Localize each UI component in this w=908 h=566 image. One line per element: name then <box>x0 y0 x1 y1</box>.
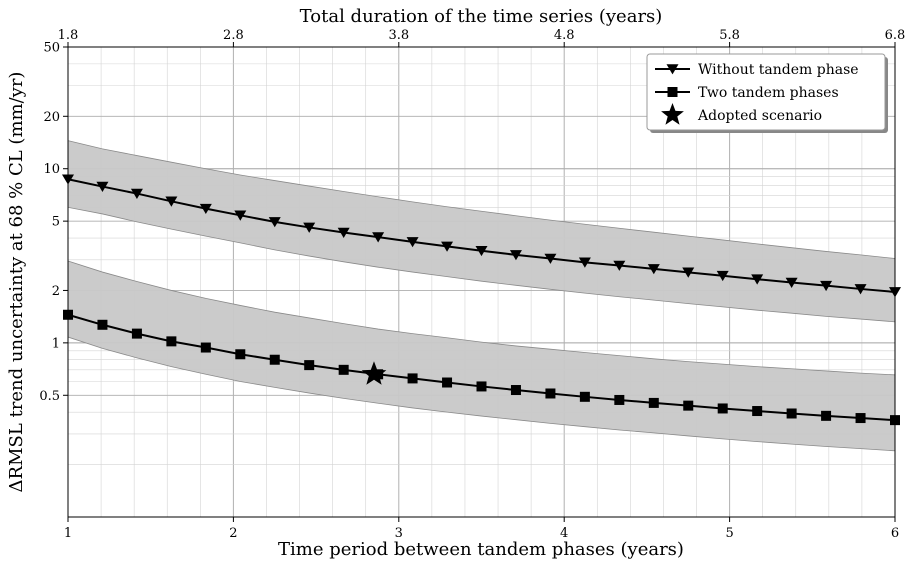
series-1-point <box>647 264 660 275</box>
series-1-point <box>406 237 419 248</box>
series-2-point <box>855 413 866 424</box>
x-tick-label: 4 <box>560 526 568 541</box>
series-2-point <box>752 406 763 417</box>
series-1-point <box>337 227 350 238</box>
series-1-point <box>544 253 557 264</box>
series-1-point <box>578 257 591 268</box>
series-1-point <box>716 270 729 282</box>
legend-marker <box>666 64 679 75</box>
adopted-scenario-star <box>361 361 387 385</box>
legend: Without tandem phase Two tandem phases Ado… <box>646 53 888 133</box>
x-axis-ticks: 1 2 3 4 5 6 <box>64 517 899 541</box>
series-2-point <box>235 349 246 360</box>
series-1-point <box>372 232 385 243</box>
series-1-point <box>475 245 488 257</box>
series-2-point <box>200 342 211 353</box>
y-tick-label: 0.5 <box>39 389 60 404</box>
legend-label: Without tandem phase <box>698 62 859 78</box>
top-axis-ticks: 1.8 2.8 3.8 4.8 5.8 6.8 <box>58 28 906 47</box>
top-axis-title: Total duration of the time series (years… <box>300 6 663 27</box>
series-2-point <box>407 373 418 384</box>
series-2-point <box>614 394 625 405</box>
series-2-point <box>131 328 142 339</box>
x-tick-label: 2 <box>229 526 237 541</box>
x-axis-title: Time period between tandem phases (years… <box>278 539 684 560</box>
legend-box <box>646 53 886 131</box>
series-1-point <box>268 217 281 228</box>
x-tick-label: 6 <box>891 526 899 541</box>
series-1-point <box>854 284 867 295</box>
top-tick-label: 4.8 <box>554 28 575 43</box>
plot-frame <box>67 46 896 518</box>
y-tick-label: 50 <box>43 41 60 56</box>
x-tick-label: 1 <box>64 526 72 541</box>
legend-label: Two tandem phases <box>698 85 839 101</box>
top-tick-label: 5.8 <box>719 28 740 43</box>
series-1-point <box>751 274 764 285</box>
y-tick-label: 1 <box>52 336 60 351</box>
y-tick-label: 5 <box>52 215 60 230</box>
series-1-point <box>199 203 212 215</box>
legend-label: Adopted scenario <box>697 108 822 124</box>
series-1-point <box>165 196 178 207</box>
legend-marker <box>667 87 678 97</box>
top-tick-label: 2.8 <box>223 28 244 43</box>
series-1-point <box>509 250 522 261</box>
y-tick-label: 10 <box>43 162 60 177</box>
series-2-point <box>442 377 453 388</box>
series-2-point <box>786 408 797 419</box>
top-tick-label: 1.8 <box>58 28 79 43</box>
series-1-point <box>130 188 143 199</box>
legend-marker <box>661 103 684 125</box>
x-tick-label: 5 <box>725 526 733 541</box>
series-1-point <box>820 280 833 292</box>
top-tick-label: 6.8 <box>885 28 906 43</box>
y-axis-title: ΔRMSL trend uncertainty at 68 % CL (mm/y… <box>6 72 27 493</box>
y-tick-label: 2 <box>52 284 60 299</box>
series-2-point <box>717 403 728 414</box>
x-tick-label: 3 <box>395 526 403 541</box>
series-2-point <box>476 381 487 392</box>
series-1-point <box>96 181 109 192</box>
series-1-point <box>234 210 247 221</box>
series-2-point <box>304 360 315 371</box>
series-2-point <box>269 354 280 365</box>
series-2-point <box>545 388 556 399</box>
series-2-point <box>338 364 349 375</box>
series-2-point <box>683 400 694 411</box>
series-1-point <box>785 277 798 288</box>
series-1-point <box>613 260 626 271</box>
series-2-point <box>579 391 590 402</box>
series-2-point <box>510 385 521 396</box>
y-tick-label: 20 <box>43 110 60 125</box>
series-1-point <box>441 241 454 252</box>
y-axis-ticks: 0.5 1 2 5 10 20 50 <box>39 41 68 404</box>
series-2-point <box>166 336 177 347</box>
series-1-point <box>682 267 695 278</box>
series-2-point <box>821 410 832 421</box>
series-markers <box>62 174 901 426</box>
top-tick-label: 3.8 <box>388 28 409 43</box>
series-1-point <box>303 222 316 233</box>
series-2-point <box>97 319 108 330</box>
series-2-point <box>648 397 659 408</box>
